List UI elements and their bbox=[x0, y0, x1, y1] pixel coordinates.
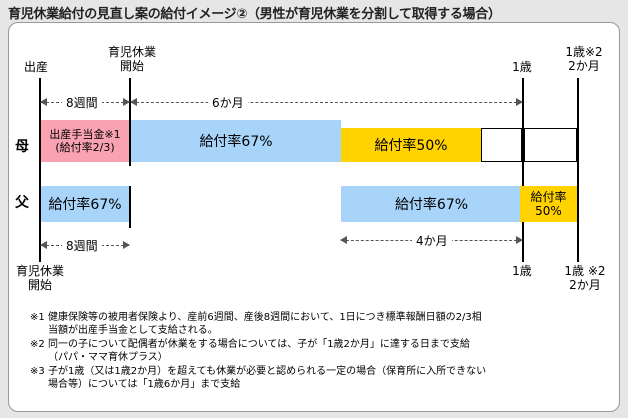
note-1-mark: ※1 bbox=[30, 312, 45, 323]
mother-rate67-bar: 給付率67% bbox=[131, 120, 341, 162]
one-year-two-months-line1: 1歳※2 bbox=[565, 45, 603, 59]
father-rate50-line1: 給付率 bbox=[530, 190, 567, 204]
father-rate67-bar-first: 給付率67% bbox=[41, 186, 129, 222]
eight-weeks-bottom-label: 8週間 bbox=[62, 237, 102, 254]
birth-line bbox=[39, 78, 41, 262]
mother-rate50-bar: 給付率50% bbox=[341, 128, 481, 162]
leave-start-label-line2: 開始 bbox=[119, 59, 144, 73]
father-row-label: 父 bbox=[15, 195, 29, 211]
mother-rate67-text: 給付率67% bbox=[199, 134, 273, 150]
father-start-label: 育児休業 開始 bbox=[10, 264, 70, 292]
note-3-line1: 子が1歳（又は1歳2か月）を超えても休業が必要と認められる一定の場合（保育所に入… bbox=[48, 366, 487, 377]
leave-start-line bbox=[129, 78, 131, 166]
leave-start-label-line1: 育児休業 bbox=[107, 45, 156, 59]
four-months-label: 4か月 bbox=[412, 232, 452, 249]
father-rate50-bar: 給付率 50% bbox=[520, 186, 577, 222]
bottom-one-year-two-months-label: 1歳 ※2 2か月 bbox=[556, 264, 614, 292]
father-rate50-line2: 50% bbox=[535, 204, 562, 218]
father-rate67-bar-second: 給付率67% bbox=[341, 186, 522, 222]
maternity-allowance-bar: 出産手当金※1 (給付率2/3) bbox=[41, 120, 129, 162]
note-2: ※2 同一の子について配偶者が休業をする場合については、子が「1歳2か月」に達する… bbox=[30, 338, 470, 364]
note-2-mark: ※2 bbox=[30, 339, 45, 350]
note-2-line2: （パパ・ママ育休プラス） bbox=[48, 352, 168, 363]
note-1: ※1 健康保険等の被用者保険より、産前6週間、産後8週間において、1日につき標準報… bbox=[30, 311, 482, 337]
note-2-line1: 同一の子について配偶者が休業をする場合については、子が「1歳2か月」に達する日ま… bbox=[48, 339, 470, 350]
leave-start-label: 育児休業 開始 bbox=[102, 45, 162, 73]
mother-rate50-text: 給付率50% bbox=[374, 138, 448, 154]
bottom-one-year-two-months-line1: 1歳 ※2 bbox=[564, 264, 606, 278]
mother-row-label: 母 bbox=[15, 139, 29, 155]
bottom-one-year-label: 1歳 bbox=[512, 264, 532, 278]
father-rate67-second-text: 給付率67% bbox=[394, 197, 469, 213]
page-title: 育児休業給付の見直し案の給付イメージ②（男性が育児休業を分割して取得する場合） bbox=[8, 7, 501, 22]
six-months-arrow bbox=[130, 98, 523, 106]
bottom-one-year-two-months-line2: 2か月 bbox=[569, 278, 601, 292]
birth-label: 出産 bbox=[24, 60, 49, 74]
eight-weeks-top-label: 8週間 bbox=[62, 94, 102, 111]
one-year-line bbox=[522, 78, 524, 262]
one-year-two-months-label: 1歳※2 2か月 bbox=[556, 45, 612, 73]
father-rate67-first-text: 給付率67% bbox=[48, 197, 122, 213]
mother-empty-box bbox=[481, 128, 522, 162]
note-1-line1: 健康保険等の被用者保険より、産前6週間、産後8週間において、1日につき標準報酬日… bbox=[48, 312, 482, 323]
note-3-line2: 場合等）については「1歳6か月」まで支給 bbox=[48, 379, 241, 390]
father-leave-end-line bbox=[129, 186, 131, 228]
one-year-label: 1歳 bbox=[512, 60, 532, 74]
one-year-two-months-line2: 2か月 bbox=[568, 59, 600, 73]
maternity-bar-line2: (給付率2/3) bbox=[55, 141, 115, 154]
father-start-line1: 育児休業 bbox=[15, 264, 64, 278]
six-months-label: 6か月 bbox=[208, 94, 248, 111]
father-start-line2: 開始 bbox=[27, 278, 52, 292]
one-year-two-months-line bbox=[577, 78, 579, 262]
note-3: ※3 子が1歳（又は1歳2か月）を超えても休業が必要と認められる一定の場合（保育所… bbox=[30, 365, 486, 391]
maternity-bar-line1: 出産手当金※1 bbox=[49, 128, 121, 141]
note-3-mark: ※3 bbox=[30, 366, 45, 377]
note-1-line2: 当額が出産手当金として支給される。 bbox=[48, 325, 218, 336]
mother-empty-box-2 bbox=[524, 128, 577, 162]
